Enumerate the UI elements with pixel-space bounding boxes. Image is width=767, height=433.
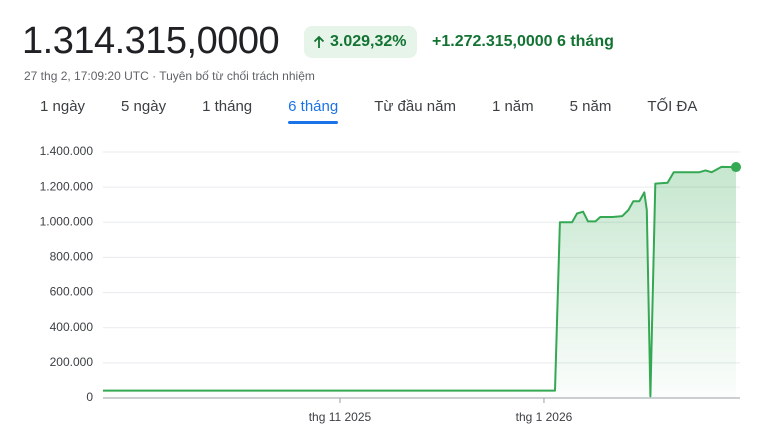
change-badge: 3.029,32% [304, 26, 417, 58]
timestamp: 27 thg 2, 17:09:20 UTC · [24, 69, 160, 83]
range-tabs: 1 ngày 5 ngày 1 tháng 6 tháng Từ đầu năm 1 nă… [22, 98, 715, 124]
x-tick-label: thg 1 2026 [516, 410, 573, 424]
range-tab[interactable]: Từ đầu năm [374, 98, 456, 115]
y-tick-label: 200.000 [50, 355, 94, 369]
y-tick-label: 1.200.000 [40, 179, 94, 193]
timestamp-line: 27 thg 2, 17:09:20 UTC · Tuyên bố từ chố… [24, 69, 315, 83]
disclaimer-link[interactable]: Tuyên bố từ chối trách nhiệm [159, 69, 315, 83]
range-tab[interactable]: 5 năm [569, 98, 612, 115]
range-tab[interactable]: 6 tháng [270, 98, 356, 124]
range-tab[interactable]: 1 tháng [202, 98, 253, 115]
y-tick-label: 1.400.000 [40, 144, 94, 158]
last-point [731, 162, 741, 173]
y-tick-label: 800.000 [50, 250, 94, 264]
price: 1.314.315,0000 [22, 20, 280, 62]
price-line [103, 165, 737, 398]
range-tab[interactable]: 1 ngày [40, 98, 86, 115]
change-value: +1.272.315,0000 6 tháng [432, 33, 614, 50]
range-tab[interactable]: 5 ngày [121, 98, 167, 115]
y-tick-label: 400.000 [50, 320, 94, 334]
x-tick-label: thg 11 2025 [309, 410, 372, 424]
area [103, 166, 736, 398]
y-tick-label: 1.000.000 [40, 214, 94, 228]
range-tab[interactable]: 1 năm [491, 98, 534, 115]
change-percent: 3.029,32% [330, 33, 407, 50]
y-tick-label: 600.000 [50, 285, 94, 299]
range-tab[interactable]: TỐI ĐA [647, 98, 698, 115]
y-tick-label: 0 [86, 390, 93, 404]
arrow-up-icon [313, 35, 325, 48]
